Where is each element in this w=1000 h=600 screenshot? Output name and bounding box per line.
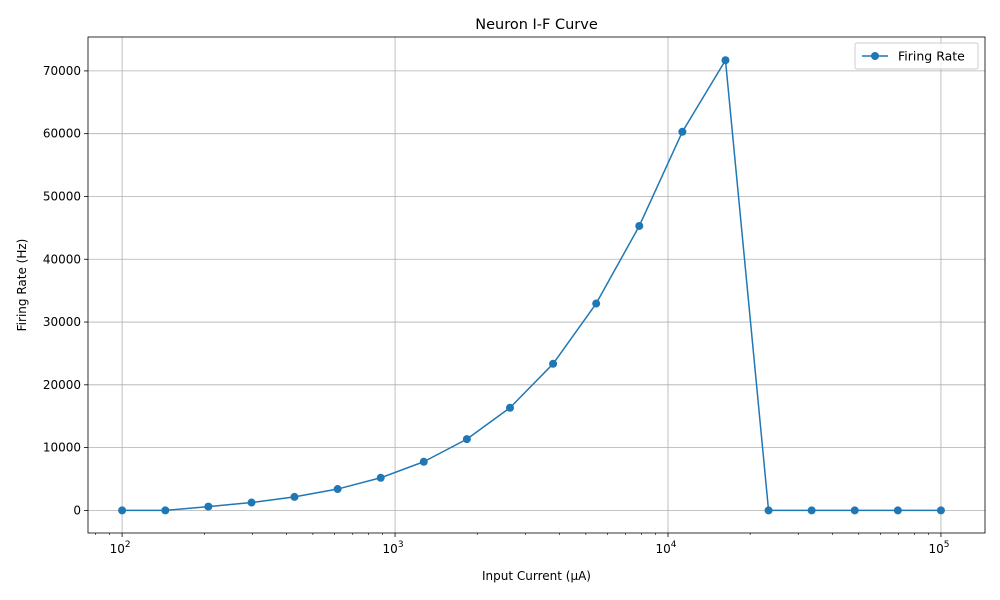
x-tick-label: 102 <box>110 540 131 556</box>
data-point <box>247 498 256 507</box>
data-point <box>290 492 299 501</box>
legend-marker-icon <box>871 52 879 60</box>
data-point <box>807 506 816 515</box>
data-point <box>505 403 514 412</box>
x-tick-base: 10 <box>655 542 670 556</box>
x-tick-exponent: 2 <box>125 540 131 550</box>
series-line <box>122 59 941 512</box>
data-point <box>721 56 730 65</box>
x-tick-label: 105 <box>928 540 949 556</box>
data-point <box>764 506 773 515</box>
legend: Firing Rate <box>854 42 979 70</box>
y-tick-label: 10000 <box>43 441 81 455</box>
plot-frame <box>87 36 986 534</box>
legend-label: Firing Rate <box>898 49 965 64</box>
y-tick-label: 40000 <box>43 252 81 266</box>
data-point <box>936 506 945 515</box>
grid <box>88 37 985 533</box>
x-tick-base: 10 <box>928 542 943 556</box>
data-point <box>161 506 170 515</box>
chart-title: Neuron I-F Curve <box>475 17 598 33</box>
y-tick-label: 0 <box>73 503 81 517</box>
y-tick-label: 60000 <box>43 127 81 141</box>
y-axis-label: Firing Rate (Hz) <box>15 239 29 332</box>
data-point <box>376 473 385 482</box>
x-axis-label: Input Current (μA) <box>482 569 591 583</box>
x-tick-exponent: 3 <box>398 540 404 550</box>
y-tick-label: 20000 <box>43 378 81 392</box>
x-tick-base: 10 <box>383 542 398 556</box>
data-point <box>850 506 859 515</box>
data-point <box>333 485 342 494</box>
x-tick-label: 104 <box>655 540 676 556</box>
y-tick-label: 70000 <box>43 64 81 78</box>
series-group <box>118 56 945 515</box>
data-point <box>549 359 558 368</box>
data-point <box>635 221 644 230</box>
data-point <box>678 127 687 136</box>
x-tick-exponent: 5 <box>944 540 950 550</box>
data-point <box>118 506 127 515</box>
data-point <box>204 502 213 511</box>
data-point <box>893 506 902 515</box>
data-point <box>462 435 471 444</box>
y-tick-label: 50000 <box>43 189 81 203</box>
data-point <box>592 299 601 308</box>
legend-box <box>854 42 979 70</box>
x-tick-label: 103 <box>383 540 404 556</box>
data-point <box>419 457 428 466</box>
x-tick-base: 10 <box>110 542 125 556</box>
y-tick-label: 30000 <box>43 315 81 329</box>
x-tick-exponent: 4 <box>671 540 677 550</box>
